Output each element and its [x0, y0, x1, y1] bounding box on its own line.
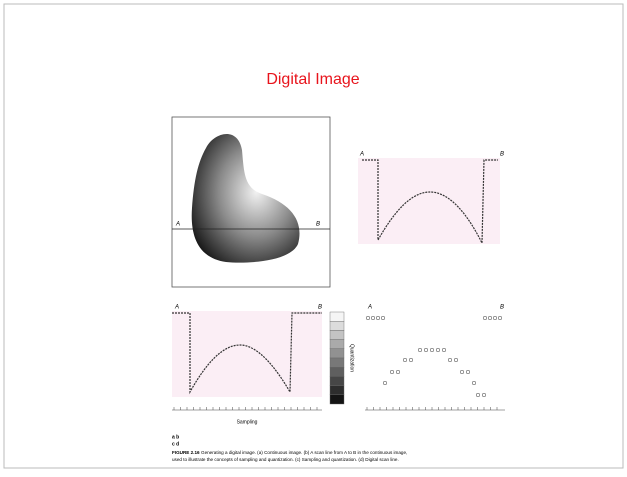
caption-text: used to illustrate the concepts of sampl… — [172, 457, 399, 462]
caption-label: FIGURE 2.16 — [172, 450, 200, 455]
gray-level — [330, 330, 344, 339]
label-a: A — [174, 305, 179, 311]
label-b: B — [500, 152, 504, 158]
caption-text: Generating a digital image. (a) Continuo… — [201, 450, 407, 455]
panel-b: A B — [358, 152, 504, 244]
axis-label-x: Sampling — [237, 419, 258, 425]
label-b: B — [318, 305, 322, 311]
gray-level — [330, 321, 344, 330]
axis-label-y: Quantization — [349, 344, 355, 372]
gray-level — [330, 376, 344, 385]
label-a: A — [175, 222, 180, 228]
panel-background — [358, 158, 500, 244]
panel-key: a b — [172, 434, 179, 440]
panel-key: c d — [172, 441, 179, 447]
label-a: A — [367, 305, 372, 311]
gray-level — [330, 358, 344, 367]
gray-level — [330, 340, 344, 349]
gray-level — [330, 349, 344, 358]
panel-a: A B — [172, 117, 330, 287]
slide-title: Digital Image — [266, 71, 359, 88]
sample-ticks — [367, 407, 497, 410]
gray-level — [330, 395, 344, 404]
gray-level — [330, 386, 344, 395]
gray-level — [330, 367, 344, 376]
gray-scale — [330, 312, 344, 404]
label-b: B — [316, 222, 320, 228]
gray-level — [330, 312, 344, 321]
label-b: B — [500, 305, 504, 311]
slide: Digital Image A B A B A B Quantization S… — [0, 0, 627, 472]
label-a: A — [359, 152, 364, 158]
